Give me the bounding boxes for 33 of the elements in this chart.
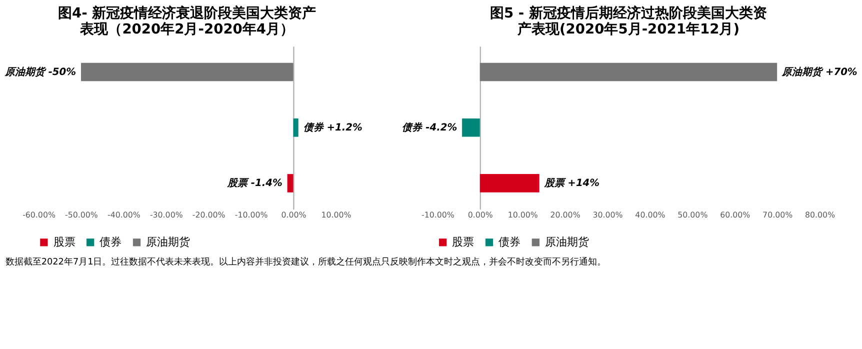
x-tick-label: 50.00% [678, 210, 708, 220]
text: 数据截至2022年7月1日。过往数据不代表未来表现。以上内容并非投资建议，所载之任何观点只反映制作本文时之观点，并会不时改变而不另行通知。 [5, 256, 606, 268]
legend-label: 股票 [53, 235, 76, 248]
data-label: 原油期货 -50% [4, 66, 76, 78]
chart-title: 图5 - 新冠疫情后期经济过热阶段美国大类资产表现(2020年5月-2021年12月) [490, 4, 767, 38]
x-tick-label: 40.00% [635, 210, 666, 220]
data-label: 股票 -1.4% [226, 177, 282, 190]
legend-label: 债券 [498, 235, 521, 248]
x-tick-label: -10.00% [234, 210, 268, 220]
data-label: 原油期货 +70% [781, 66, 858, 78]
x-tick-label: 60.00% [720, 210, 751, 220]
x-tick-label: 0.00% [281, 210, 307, 220]
x-tick-label: -40.00% [107, 210, 141, 220]
x-tick-label: 0.00% [468, 210, 494, 220]
x-tick-label: 10.00% [508, 210, 538, 220]
legend-label: 股票 [452, 235, 474, 248]
legend-label: 债券 [100, 235, 122, 248]
data-label: 债券 -4.2% [402, 122, 458, 134]
x-tick-label: 10.00% [321, 210, 352, 220]
x-tick-label: 70.00% [762, 210, 794, 220]
chart-title: 图4- 新冠疫情经济衰退阶段美国大类资产表现（2020年2月-2020年4月） [58, 4, 316, 38]
legend-label: 原油期货 [146, 235, 190, 248]
data-label: 股票 +14% [543, 177, 600, 190]
x-tick-label: -20.00% [192, 210, 226, 220]
x-tick-label: -50.00% [65, 210, 98, 220]
x-tick-label: 80.00% [805, 210, 836, 220]
legend-label: 原油期货 [545, 235, 590, 248]
x-tick-label: 20.00% [550, 210, 581, 220]
x-tick-label: -60.00% [22, 210, 56, 220]
x-tick-label: -30.00% [150, 210, 184, 220]
x-tick-label: 30.00% [592, 210, 624, 220]
x-tick-label: -10.00% [421, 210, 455, 220]
data-label: 债券 +1.2% [303, 122, 362, 134]
